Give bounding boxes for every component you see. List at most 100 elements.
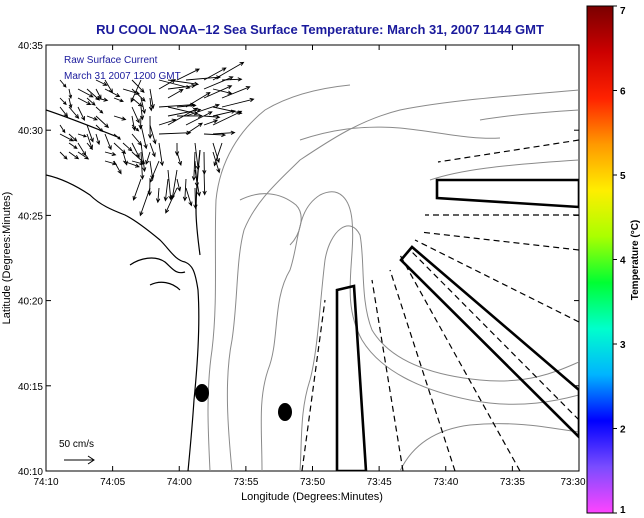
- current-vector: [213, 142, 223, 167]
- current-vector: [185, 187, 193, 207]
- current-vector: [139, 187, 151, 217]
- current-vector: [68, 142, 78, 149]
- current-vector: [95, 115, 110, 129]
- current-vector: [191, 151, 197, 182]
- current-vector: [203, 114, 221, 120]
- contour-lines: [207, 84, 579, 471]
- current-vector: [59, 79, 67, 88]
- colorbar-tick-label: 4: [620, 256, 626, 267]
- current-vector: [212, 109, 236, 117]
- current-vector: [148, 97, 154, 112]
- x-tick-label: 73:45: [367, 477, 392, 488]
- current-vector: [203, 132, 227, 138]
- current-vector: [113, 97, 124, 103]
- current-vector: [149, 142, 156, 158]
- current-vector: [68, 97, 73, 109]
- current-vector: [131, 124, 140, 132]
- current-vector: [140, 142, 147, 173]
- y-tick-label: 40:20: [18, 297, 43, 308]
- current-vector: [77, 88, 94, 98]
- current-vector: [149, 88, 155, 109]
- current-vector: [59, 151, 68, 160]
- current-vector: [77, 151, 90, 160]
- colorbar-tick-label: 5: [620, 171, 626, 182]
- current-vector: [221, 97, 255, 108]
- current-vector: [194, 142, 200, 171]
- current-vector: [212, 61, 245, 81]
- colorbar-ticks: 1 2 3 4 5 6 7: [613, 5, 626, 516]
- y-tick-label: 40:15: [18, 382, 43, 393]
- current-vector: [132, 178, 142, 201]
- current-vector: [185, 122, 204, 135]
- current-vector: [140, 97, 146, 115]
- current-vector: [202, 169, 207, 196]
- annotation-line2: March 31 2007 1200 GMT: [64, 71, 181, 82]
- current-vector: [212, 88, 233, 95]
- current-vector: [193, 187, 198, 210]
- current-vector: [122, 160, 140, 168]
- current-vector: [221, 77, 243, 82]
- current-vector: [149, 124, 157, 145]
- scale-label: 50 cm/s: [59, 439, 94, 450]
- current-vector: [176, 113, 203, 119]
- current-vector: [86, 142, 94, 151]
- current-vector: [185, 111, 213, 126]
- current-vector: [212, 151, 221, 174]
- annotation-line1: Raw Surface Current: [64, 55, 158, 66]
- x-axis-label: Longitude (Degrees:Minutes): [241, 491, 383, 503]
- current-vector: [163, 178, 169, 202]
- current-vector: [59, 133, 74, 142]
- current-vector: [59, 106, 69, 118]
- current-vector: [203, 76, 234, 90]
- current-vector: [104, 133, 112, 151]
- current-vector: [149, 160, 160, 184]
- current-vector: [212, 130, 236, 135]
- current-vector: [158, 79, 177, 90]
- current-vector: [140, 151, 145, 180]
- current-vector: [95, 106, 104, 114]
- current-vector: [59, 97, 67, 106]
- current-vector: [140, 124, 148, 150]
- x-axis: 74:10 74:05 74:00 73:55 73:50 73:45 73:40 73:35…: [33, 45, 586, 488]
- current-vector: [167, 88, 184, 99]
- current-vector: [77, 106, 85, 121]
- current-vector: [212, 142, 220, 164]
- x-tick-label: 73:30: [560, 477, 585, 488]
- current-vector: [194, 169, 201, 197]
- current-vectors: [59, 61, 255, 217]
- current-vector: [203, 85, 233, 99]
- current-vector: [86, 97, 96, 106]
- x-tick-label: 73:40: [433, 477, 458, 488]
- current-vector: [68, 133, 78, 142]
- current-vector: [155, 187, 161, 204]
- current-vector: [113, 133, 121, 140]
- colorbar: 1 2 3 4 5 6 7 Temperature (°C): [586, 5, 641, 516]
- current-vector: [147, 115, 153, 139]
- current-vector: [145, 151, 151, 165]
- current-vector: [95, 88, 102, 100]
- x-tick-label: 73:55: [233, 477, 258, 488]
- boxes: [335, 178, 579, 471]
- colorbar-gradient: [586, 5, 614, 514]
- current-vector: [95, 124, 104, 133]
- colorbar-tick-label: 1: [620, 505, 626, 516]
- current-vector: [77, 97, 92, 105]
- current-vector: [185, 103, 220, 117]
- current-vector: [68, 151, 80, 160]
- station-dot-2: [278, 403, 292, 421]
- x-tick-label: 74:10: [33, 477, 58, 488]
- scale-arrow: [64, 455, 95, 465]
- colorbar-tick-label: 6: [620, 87, 626, 98]
- current-vector: [176, 103, 197, 108]
- y-tick-label: 40:25: [18, 211, 43, 222]
- current-vector: [176, 178, 182, 192]
- colorbar-label: Temperature (°C): [630, 220, 641, 301]
- dashed-lines: [301, 139, 579, 471]
- y-axis-label: Latitude (Degrees:Minutes): [1, 192, 13, 325]
- current-vector: [176, 68, 201, 81]
- chart-title: RU COOL NOAA−12 Sea Surface Temperature:…: [96, 22, 544, 37]
- x-tick-label: 73:50: [300, 477, 325, 488]
- current-vector: [86, 124, 94, 143]
- current-vector: [203, 119, 219, 126]
